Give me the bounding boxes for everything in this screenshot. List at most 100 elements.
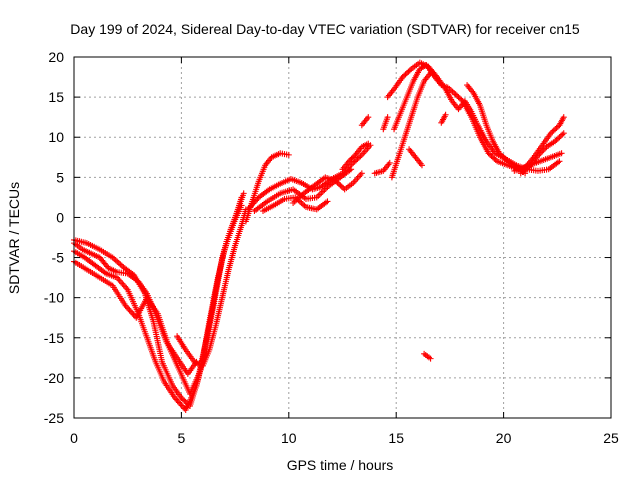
y-tick-label: -10 [44,290,64,306]
data-point [354,155,361,162]
data-point [351,153,358,160]
data-point [365,140,372,147]
y-tick-label: 20 [48,49,64,65]
chart-title: Day 199 of 2024, Sidereal Day-to-day VTE… [70,21,580,37]
data-point [386,159,393,166]
satellite-arc [358,114,372,129]
data-point [401,72,408,79]
data-point [348,155,355,162]
data-point [552,138,559,145]
data-point [403,70,410,77]
data-point [347,157,354,164]
data-point [119,280,126,287]
data-point [112,257,119,264]
data-point [117,279,124,286]
x-tick-label: 15 [388,430,404,446]
y-tick-label: 10 [48,129,64,145]
data-point [491,155,498,162]
data-point [285,151,292,158]
data-point [324,198,331,205]
data-marks [71,59,567,413]
data-point [558,150,565,157]
data-point [180,403,187,410]
data-point [116,277,123,284]
satellite-arc [406,146,425,169]
y-tick-label: 15 [48,89,64,105]
satellite-arc [380,114,391,133]
data-point [492,156,499,163]
y-tick-label: -5 [52,250,65,266]
satellite-arc [174,206,249,369]
y-tick-label: -20 [44,370,64,386]
satellite-arc [388,70,434,181]
data-point [126,307,133,314]
data-point [298,199,305,206]
data-point [345,158,352,165]
data-point [122,283,129,290]
satellite-arc [517,130,567,177]
data-point [499,152,506,159]
data-point [337,182,344,189]
data-point [559,131,566,138]
data-point [560,114,567,121]
data-point [550,127,557,134]
x-tick-label: 5 [178,430,186,446]
data-point [556,158,563,165]
data-point [358,170,365,177]
data-point [451,90,458,97]
data-point [418,162,425,169]
data-point [454,92,461,99]
data-point [402,71,409,78]
data-point [114,258,121,265]
data-point [452,91,459,98]
data-point [348,161,355,168]
data-point [365,114,372,121]
data-point [557,132,564,139]
y-tick-label: 0 [56,209,64,225]
satellite-arc [71,240,200,377]
x-tick-label: 25 [603,430,619,446]
data-point [350,159,357,166]
data-point [357,153,364,160]
data-point [497,151,504,158]
data-point [553,124,560,131]
data-point [299,201,306,208]
data-point [503,156,510,163]
data-point [442,111,449,118]
data-point [353,157,360,164]
data-point [553,136,560,143]
y-axis-label: SDTVAR / TECUs [6,182,22,294]
data-point [555,135,562,142]
data-point [355,154,362,161]
data-point [334,179,341,186]
data-point [456,95,463,102]
data-point [552,126,559,133]
data-point [117,261,124,268]
data-point [502,155,509,162]
data-point [488,152,495,159]
x-axis-ticks: 0 5 10 15 20 25 [70,57,619,446]
data-point [489,154,496,161]
data-point [130,311,137,318]
satellite-arc [339,140,372,173]
data-point [500,154,507,161]
data-point [427,355,434,362]
data-point [486,151,493,158]
satellite-arc [242,150,292,225]
data-point [115,260,122,267]
plot-frame [73,56,612,419]
data-point [384,114,391,121]
data-point [129,310,136,317]
data-point [240,190,247,197]
satellite-arc [371,159,393,177]
y-tick-label: 5 [56,169,64,185]
data-point [349,154,356,161]
y-tick-label: -25 [44,410,64,426]
data-point [333,178,340,185]
data-point [547,130,554,137]
y-tick-label: -15 [44,330,64,346]
data-point [178,394,185,401]
data-point [348,166,355,173]
data-point [338,183,345,190]
